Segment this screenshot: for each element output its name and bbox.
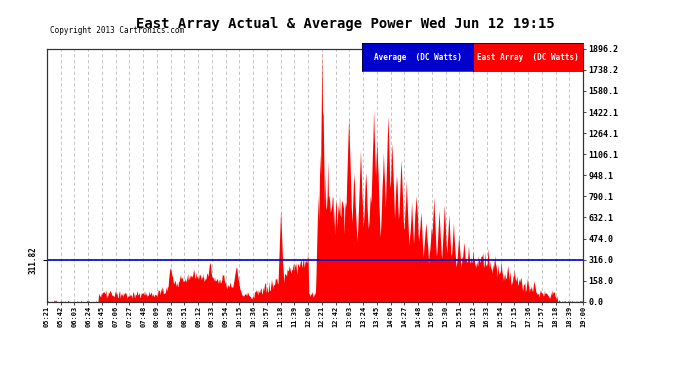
Text: Copyright 2013 Cartronics.com: Copyright 2013 Cartronics.com: [50, 26, 184, 35]
Text: East Array Actual & Average Power Wed Jun 12 19:15: East Array Actual & Average Power Wed Ju…: [136, 17, 554, 31]
Text: Average  (DC Watts): Average (DC Watts): [373, 53, 462, 62]
Text: East Array  (DC Watts): East Array (DC Watts): [477, 53, 579, 62]
